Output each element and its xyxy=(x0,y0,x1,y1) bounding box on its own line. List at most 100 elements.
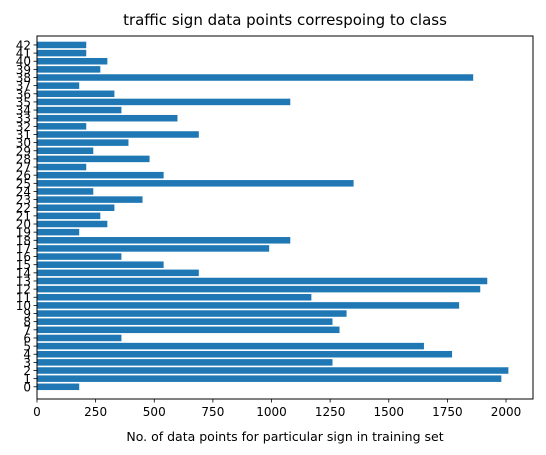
y-tick-label: 11 xyxy=(16,291,31,305)
bar-class-14 xyxy=(37,269,199,277)
bar-class-22 xyxy=(37,204,115,211)
bar-class-41 xyxy=(37,49,87,57)
bar-class-11 xyxy=(37,294,312,301)
y-tick-label: 33 xyxy=(16,112,31,126)
bar-class-40 xyxy=(37,57,108,65)
bar-class-26 xyxy=(37,171,164,179)
x-tick-label: 500 xyxy=(143,405,166,419)
bar-class-4 xyxy=(37,350,453,358)
y-tick-label: 35 xyxy=(16,95,31,109)
bar-class-0 xyxy=(37,383,80,391)
bar-class-3 xyxy=(37,359,333,366)
y-tick-label: 37 xyxy=(16,79,31,93)
y-tick-label: 10 xyxy=(16,299,31,313)
y-tick-label: 39 xyxy=(16,63,31,77)
chart-title: traffic sign data points correspoing to … xyxy=(123,11,447,29)
bar-class-7 xyxy=(37,326,340,334)
y-tick-label: 6 xyxy=(23,331,31,345)
bar-class-31 xyxy=(37,131,199,138)
bar-class-35 xyxy=(37,98,291,106)
y-tick-label: 17 xyxy=(16,242,31,256)
x-tick-label: 1750 xyxy=(432,405,463,419)
y-tick-label: 24 xyxy=(16,185,31,199)
y-tick-label: 7 xyxy=(23,323,31,337)
y-tick-label: 3 xyxy=(23,356,31,370)
x-tick-label: 750 xyxy=(201,405,224,419)
y-tick-label: 1 xyxy=(23,372,31,386)
bar-class-37 xyxy=(37,82,80,89)
bar-class-9 xyxy=(37,310,347,317)
y-tick-label: 42 xyxy=(16,38,31,52)
x-tick-label: 0 xyxy=(33,405,41,419)
bar-class-30 xyxy=(37,139,129,146)
bar-class-28 xyxy=(37,155,150,163)
bar-class-42 xyxy=(37,41,87,49)
bar-class-13 xyxy=(37,277,488,285)
y-tick-label: 18 xyxy=(16,234,31,248)
bar-class-32 xyxy=(37,123,87,130)
y-tick-label: 38 xyxy=(16,71,31,85)
bar-class-23 xyxy=(37,196,143,203)
y-tick-label: 15 xyxy=(16,258,31,272)
y-tick-label: 34 xyxy=(16,104,31,118)
x-axis-label: No. of data points for particular sign i… xyxy=(126,429,443,444)
y-tick-label: 36 xyxy=(16,87,31,101)
bar-class-27 xyxy=(37,163,87,171)
bar-class-21 xyxy=(37,212,101,220)
bar-class-33 xyxy=(37,114,178,122)
y-axis-ticks: 0123456789101112131415161718192021222324… xyxy=(16,38,37,394)
y-tick-label: 23 xyxy=(16,193,31,207)
y-tick-label: 28 xyxy=(16,152,31,166)
y-tick-label: 27 xyxy=(16,161,31,175)
bars-group xyxy=(37,41,509,391)
y-tick-label: 4 xyxy=(23,348,31,362)
bar-class-15 xyxy=(37,261,164,268)
y-tick-label: 40 xyxy=(16,55,31,69)
y-tick-label: 16 xyxy=(16,250,31,264)
bar-class-17 xyxy=(37,245,270,252)
bar-class-16 xyxy=(37,253,122,260)
y-tick-label: 32 xyxy=(16,120,31,134)
y-tick-label: 26 xyxy=(16,169,31,183)
bar-class-29 xyxy=(37,147,94,155)
x-axis-ticks: 0 250 500 750 1000 1250 1500 1750 2000 xyxy=(33,399,521,419)
y-tick-label: 19 xyxy=(16,226,31,240)
bar-class-39 xyxy=(37,66,101,73)
y-tick-label: 13 xyxy=(16,274,31,288)
bar-class-1 xyxy=(37,375,502,382)
x-tick-label: 1250 xyxy=(315,405,346,419)
y-tick-label: 41 xyxy=(16,47,31,61)
bar-class-18 xyxy=(37,237,291,244)
plot-frame xyxy=(36,35,534,400)
y-tick-label: 30 xyxy=(16,136,31,150)
y-tick-label: 25 xyxy=(16,177,31,191)
y-tick-label: 12 xyxy=(16,283,31,297)
bar-class-24 xyxy=(37,188,94,195)
x-tick-label: 1000 xyxy=(256,405,287,419)
y-tick-label: 31 xyxy=(16,128,31,142)
y-tick-label: 8 xyxy=(23,315,31,329)
y-tick-label: 14 xyxy=(16,266,31,280)
bar-class-6 xyxy=(37,334,122,342)
y-tick-label: 22 xyxy=(16,201,31,215)
y-tick-label: 9 xyxy=(23,307,31,321)
bar-class-38 xyxy=(37,74,474,81)
x-tick-label: 2000 xyxy=(491,405,522,419)
y-tick-label: 2 xyxy=(23,364,31,378)
bar-class-10 xyxy=(37,302,460,309)
bar-class-36 xyxy=(37,90,115,98)
y-tick-label: 0 xyxy=(23,380,31,394)
bar-class-19 xyxy=(37,228,80,236)
bar-class-34 xyxy=(37,106,122,114)
y-tick-label: 5 xyxy=(23,340,31,354)
bar-class-5 xyxy=(37,342,424,350)
x-tick-label: 1500 xyxy=(373,405,404,419)
y-tick-label: 20 xyxy=(16,218,31,232)
bar-class-12 xyxy=(37,285,481,293)
bar-class-8 xyxy=(37,318,333,325)
y-tick-label: 29 xyxy=(16,144,31,158)
bar-class-25 xyxy=(37,180,354,187)
y-tick-label: 21 xyxy=(16,209,31,223)
bar-class-20 xyxy=(37,220,108,228)
